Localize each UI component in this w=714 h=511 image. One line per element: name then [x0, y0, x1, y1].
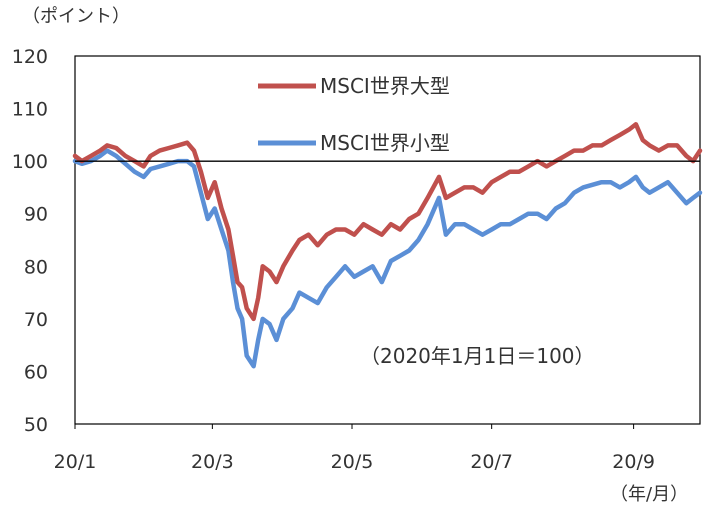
plot-area-frame — [74, 55, 701, 425]
series-line — [72, 122, 703, 322]
y-tick-label: 70 — [24, 309, 48, 331]
y-tick-label: 110 — [12, 99, 48, 121]
y-axis-unit-label: （ポイント） — [22, 6, 130, 27]
y-tick-label: 100 — [12, 151, 48, 173]
y-tick-label: 120 — [12, 46, 48, 68]
baseline-note: （2020年1月1日＝100） — [360, 344, 595, 368]
x-axis-unit-label: （年/月） — [610, 484, 688, 505]
legend-label: MSCI世界大型 — [320, 74, 450, 98]
x-tick-label: 20/5 — [331, 451, 374, 473]
legend-label: MSCI世界小型 — [320, 131, 450, 155]
x-tick-label: 20/7 — [470, 451, 513, 473]
y-tick-label: 90 — [24, 204, 48, 226]
y-tick-label: 80 — [24, 256, 48, 278]
y-axis: 50 60 70 80 90 100 110 120 — [12, 46, 48, 436]
y-tick-label: 60 — [24, 361, 48, 383]
x-tick-label: 20/1 — [54, 451, 97, 473]
x-axis: 20/1 20/3 20/5 20/7 20/9 — [54, 424, 655, 473]
x-tick-label: 20/3 — [191, 451, 234, 473]
legend: MSCI世界大型 MSCI世界小型 — [258, 74, 450, 155]
series-line — [72, 148, 703, 369]
x-tick-label: 20/9 — [612, 451, 655, 473]
y-tick-label: 50 — [24, 414, 48, 436]
